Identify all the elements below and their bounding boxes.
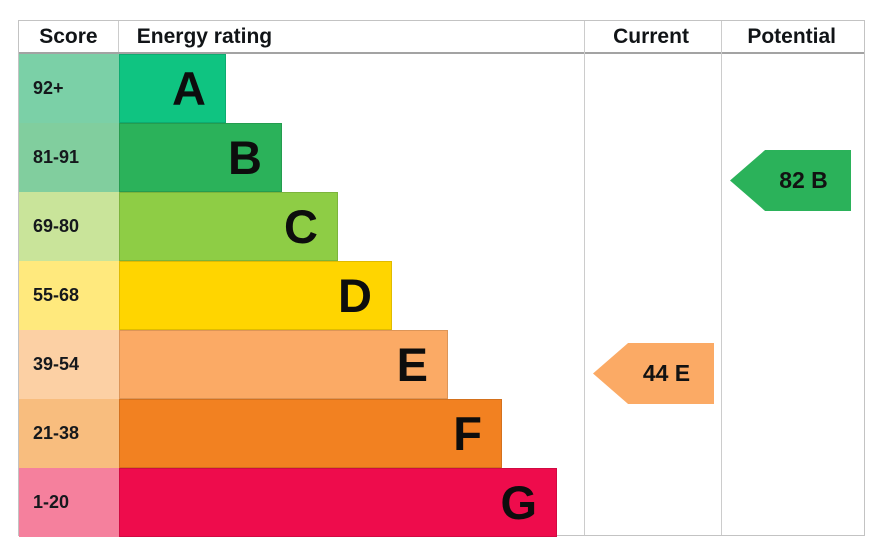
band-row: 55-68 D (19, 261, 864, 330)
band-score-range: 1-20 (19, 468, 119, 537)
band-bar: G (119, 468, 557, 537)
band-row: 1-20 G (19, 468, 864, 537)
potential-column-header: Potential (747, 25, 837, 48)
band-bar: D (119, 261, 392, 330)
band-bar: C (119, 192, 338, 261)
energy-rating-column-header: Energy rating (136, 25, 273, 48)
band-score-range: 92+ (19, 54, 119, 123)
band-score-range: 39-54 (19, 330, 119, 399)
band-bar: E (119, 330, 448, 399)
band-row: 39-54 E (19, 330, 864, 399)
rating-table: Score Energy rating Current Potential 92… (18, 20, 865, 537)
potential-rating-label: 82 B (779, 167, 828, 193)
band-score-range: 21-38 (19, 399, 119, 468)
bands-container: 92+ A 81-91 B 69-80 C 55-68 D 39-54 E 21… (19, 54, 864, 537)
score-column-header: Score (19, 21, 119, 52)
band-row: 81-91 B (19, 123, 864, 192)
current-rating-label: 44 E (642, 360, 691, 386)
band-score-range: 69-80 (19, 192, 119, 261)
current-column-header: Current (613, 25, 689, 48)
band-bar: F (119, 399, 502, 468)
band-row: 21-38 F (19, 399, 864, 468)
band-score-range: 55-68 (19, 261, 119, 330)
band-bar: A (119, 54, 226, 123)
current-column-divider (584, 21, 585, 535)
band-score-range: 81-91 (19, 123, 119, 192)
band-bar: B (119, 123, 282, 192)
table-header-row: Score Energy rating Current Potential (19, 21, 864, 54)
potential-column-divider (721, 21, 722, 535)
band-row: 92+ A (19, 54, 864, 123)
band-row: 69-80 C (19, 192, 864, 261)
